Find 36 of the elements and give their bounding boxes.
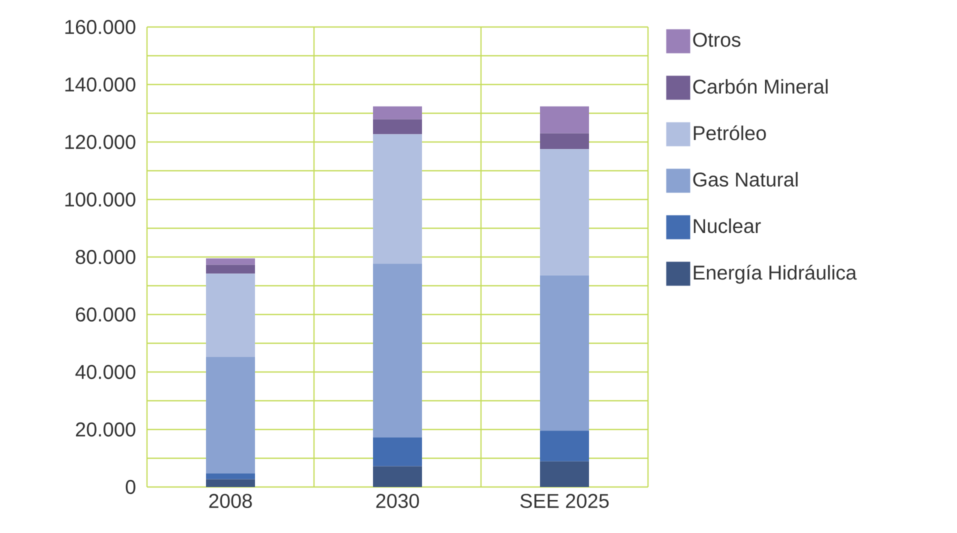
legend-label: Nuclear	[694, 218, 761, 234]
bar	[540, 133, 590, 150]
bar	[373, 264, 422, 438]
y-tick-label: 60.000	[76, 307, 136, 322]
bar	[206, 264, 255, 274]
legend-label: Carbón Mineral	[693, 78, 828, 94]
legend-label: Otros	[693, 32, 740, 47]
bar	[373, 119, 422, 134]
legend-label: Energía Hidráulica	[694, 264, 857, 284]
bar	[373, 134, 422, 264]
bar	[206, 357, 255, 474]
x-tick-label: SEE 2025	[520, 494, 609, 508]
y-tick-label: 120.000	[65, 134, 136, 150]
y-tick-label: 0	[126, 480, 136, 494]
bar	[540, 430, 590, 462]
bar	[206, 274, 255, 358]
bar	[373, 106, 422, 120]
bar	[540, 275, 590, 431]
bar	[206, 473, 255, 480]
bar	[540, 461, 590, 487]
bar	[373, 438, 422, 466]
bar	[540, 149, 590, 276]
legend-label: Gas Natural	[693, 172, 798, 187]
y-tick-label: 40.000	[75, 364, 136, 380]
bar	[206, 258, 255, 265]
legend-label: Petróleo	[694, 125, 766, 140]
y-tick-label: 100.000	[65, 192, 136, 207]
bar	[540, 106, 590, 134]
y-tick-label: 20.000	[76, 422, 136, 437]
y-tick-label: 80.000	[76, 250, 136, 264]
bar	[373, 466, 422, 487]
y-tick-label: 140.000	[65, 77, 136, 92]
x-tick-label: 2030	[376, 494, 419, 508]
y-tick-label: 160.000	[65, 20, 136, 34]
x-tick-label: 2008	[209, 494, 252, 508]
bar	[206, 479, 255, 487]
